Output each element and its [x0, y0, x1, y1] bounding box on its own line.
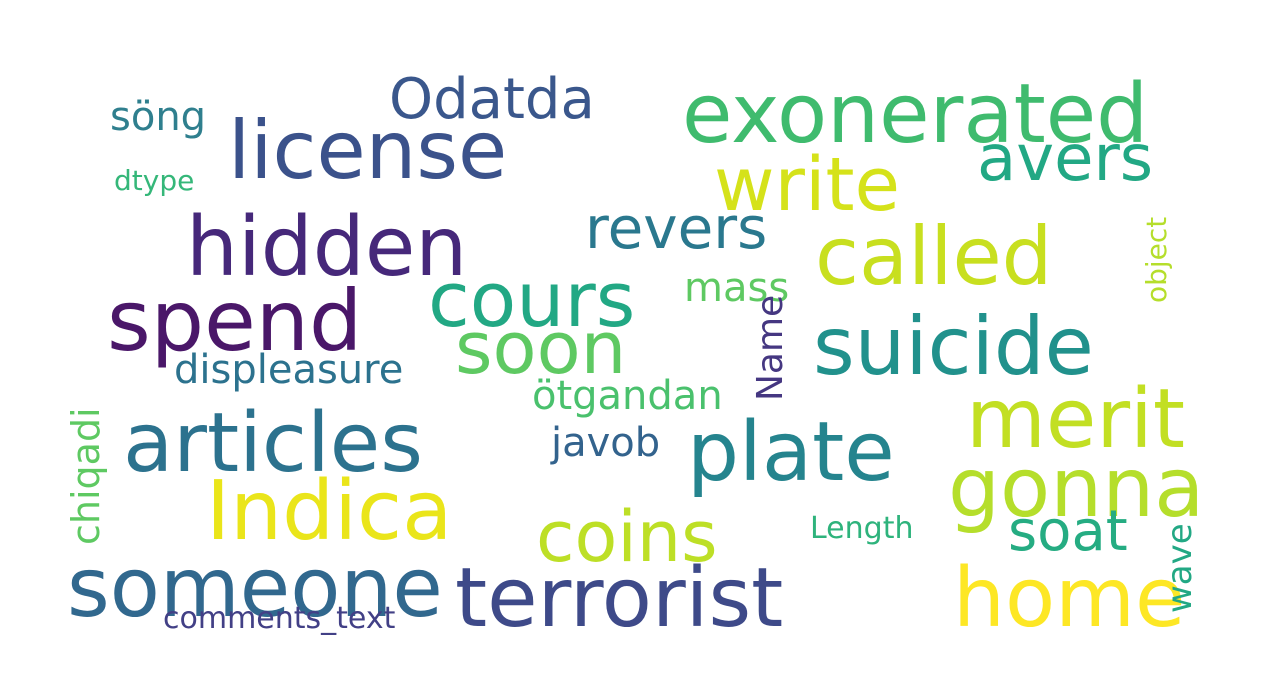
word-comments-text: comments_text — [163, 601, 396, 636]
word-indica: Indica — [206, 464, 453, 559]
word-suicide: suicide — [813, 300, 1094, 393]
word-plate: plate — [687, 405, 895, 500]
word-wave: wave — [1160, 523, 1200, 613]
word-displeasure: displeasure — [174, 347, 404, 393]
word-write: write — [714, 142, 901, 228]
word-revers: revers — [585, 194, 768, 262]
word-merit: merit — [966, 372, 1185, 467]
word-cours: cours — [428, 255, 636, 344]
word-otgandan: ötgandan — [532, 373, 723, 419]
word-javob: javob — [551, 420, 661, 466]
word-chiqadi: chiqadi — [64, 407, 108, 545]
word-gonna: gonna — [948, 441, 1205, 536]
word-soon: soon — [455, 306, 627, 390]
word-hidden: hidden — [186, 200, 468, 295]
word-someone: someone — [67, 541, 443, 636]
word-called: called — [815, 210, 1053, 303]
word-license: license — [228, 104, 508, 197]
word-terrorist: terrorist — [455, 551, 784, 646]
word-song: söng — [110, 94, 207, 140]
word-dtype: dtype — [114, 164, 195, 197]
word-spend: spend — [107, 272, 363, 370]
word-articles: articles — [123, 396, 423, 491]
word-exonerated: exonerated — [682, 67, 1149, 162]
word-avers: avers — [977, 122, 1154, 196]
word-soat: soat — [1008, 499, 1128, 564]
word-name: Name — [750, 294, 791, 401]
word-object: object — [1140, 216, 1173, 303]
word-home: home — [953, 551, 1186, 646]
word-mass: mass — [684, 265, 790, 311]
word-coins: coins — [536, 496, 718, 578]
word-odatda: Odatda — [389, 67, 595, 132]
word-length: Length — [810, 511, 914, 546]
